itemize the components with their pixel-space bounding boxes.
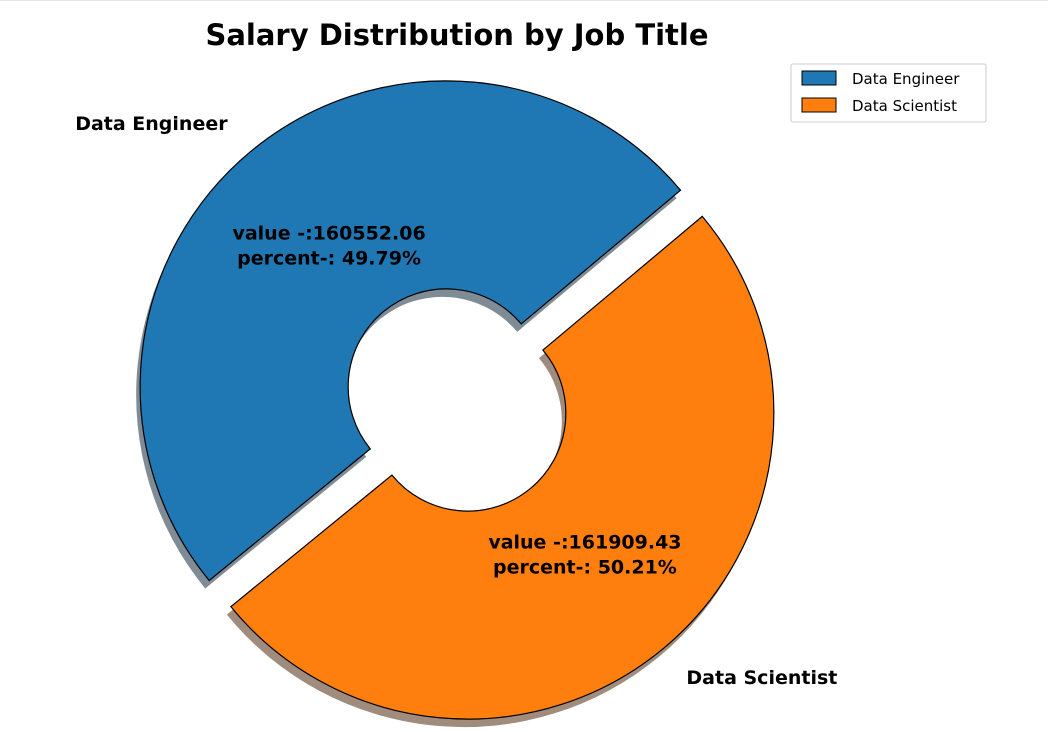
slice-data-engineer — [139, 80, 682, 582]
legend-entry-data-engineer: Data Engineer — [852, 70, 960, 88]
percent-label-data-scientist: percent-: 50.21% — [493, 557, 677, 579]
legend-frame — [790, 63, 987, 123]
legend-swatch-data-scientist — [801, 97, 837, 113]
legend: Data Engineer Data Scientist — [790, 63, 987, 123]
legend-entry-data-scientist: Data Scientist — [852, 97, 957, 115]
percent-label-data-engineer: percent-: 49.79% — [237, 247, 421, 269]
value-label-data-engineer: value -:160552.06 — [232, 222, 425, 244]
slices-layer — [136, 80, 775, 728]
legend-swatch-data-engineer — [801, 70, 837, 86]
labels-layer: Data Engineer value -:160552.06 percent-: … — [75, 113, 837, 689]
top-border — [0, 0, 1048, 1]
category-label-data-scientist: Data Scientist — [686, 667, 837, 689]
category-label-data-engineer: Data Engineer — [75, 113, 228, 135]
chart-title: Salary Distribution by Job Title — [205, 18, 708, 52]
value-label-data-scientist: value -:161909.43 — [488, 532, 681, 554]
slice-data-scientist — [230, 215, 775, 720]
